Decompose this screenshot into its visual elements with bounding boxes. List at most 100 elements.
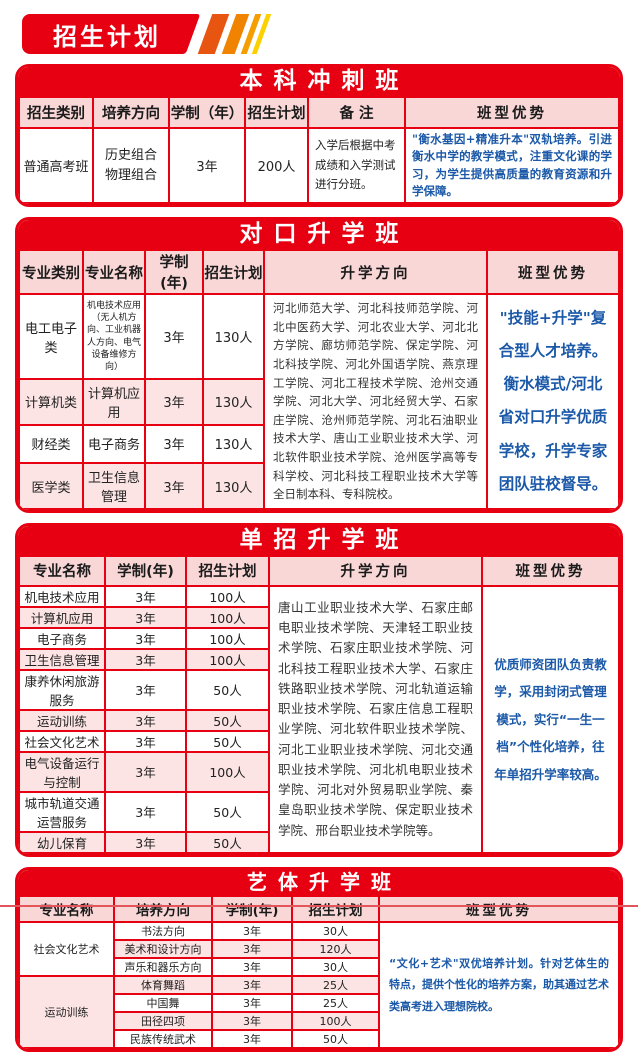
column-header: 班型优势 xyxy=(378,894,620,923)
cell-years: 3年 xyxy=(144,462,204,510)
cell-plan: 50人 xyxy=(185,668,270,711)
section-undergrad-sprint: 本科冲刺班 招生类别 培养方向 学制（年） 招生计划 备 注 班型优势 普通高考… xyxy=(15,64,623,207)
cell-category: 计算机类 xyxy=(18,378,84,426)
cell-major: 电气设备运行与控制 xyxy=(18,750,106,793)
section-title: 艺体升学班 xyxy=(18,869,620,895)
cell-plan: 30人 xyxy=(291,920,380,941)
cell-years: 3年 xyxy=(211,1028,293,1049)
table-row: 电工电子类 机电技术应用（无人机方向、工业机器人方向、电气设备维修方向） 3年 … xyxy=(18,292,620,510)
column-header: 招生计划 xyxy=(291,894,380,923)
cell-years: 3年 xyxy=(211,938,293,959)
cell-advantage: "衡水基因+精准升本"双轨培养。引进衡水中学的教学模式，注重文化课的学习，为学生… xyxy=(404,127,620,204)
header-row: 专业名称 学制(年) 招生计划 升学方向 班型优势 xyxy=(18,554,620,587)
cell-note: 入学后根据中考成绩和入学测试进行分班。 xyxy=(307,127,406,204)
section-title: 对口升学班 xyxy=(18,220,620,249)
table-row: 电气设备运行与控制 3年 100人 xyxy=(18,750,619,793)
table-row: 财经类 电子商务 3年 130人 xyxy=(18,423,619,465)
cell-major: 社会文化艺术 xyxy=(18,729,106,753)
column-header: 班型优势 xyxy=(481,554,620,587)
page-bottom-divider xyxy=(0,905,638,907)
header-row: 专业类别 专业名称 学制(年) 招生计划 升学方向 班型优势 xyxy=(18,249,620,295)
cell-years: 3年 xyxy=(104,647,187,671)
cell-years: 3年 xyxy=(104,790,187,833)
cell-major: 机电技术应用（无人机方向、工业机器人方向、电气设备维修方向） xyxy=(82,292,146,381)
cell-plan: 50人 xyxy=(185,830,270,854)
table-row: 普通高考班 历史组合 物理组合 3年 200人 入学后根据中考成绩和入学测试进行… xyxy=(18,127,620,204)
table-row: 康养休闲旅游服务 3年 50人 xyxy=(18,668,619,711)
section-title: 本科冲刺班 xyxy=(18,67,620,96)
column-header: 招生计划 xyxy=(244,96,309,129)
cell-years: 3年 xyxy=(104,584,187,608)
page-header: 招生计划 xyxy=(0,14,638,56)
cell-direction: 体育舞蹈 xyxy=(113,974,213,995)
table-row: 医学类 卫生信息管理 3年 130人 xyxy=(18,462,619,510)
cell-advantage: 优质师资团队负责教学，采用封闭式管理模式，实行“一生一档”个性化培养，往年单招升… xyxy=(481,584,620,854)
column-header: 学制(年) xyxy=(211,894,293,923)
cell-direction: 声乐和器乐方向 xyxy=(113,956,213,977)
section-yiti: 艺体升学班 专业名称 培养方向 学制(年) 招生计划 班型优势 社会文化艺术 书… xyxy=(15,866,623,1052)
cell-plan: 50人 xyxy=(185,708,270,732)
cell-plan: 50人 xyxy=(291,1028,380,1049)
yiti-table: 专业名称 培养方向 学制(年) 招生计划 班型优势 社会文化艺术 书法方向 3年… xyxy=(18,894,620,1049)
cell-years: 3年 xyxy=(211,956,293,977)
cell-direction: 历史组合 物理组合 xyxy=(92,127,170,204)
column-header: 专业类别 xyxy=(18,249,84,295)
column-header: 专业名称 xyxy=(18,554,106,587)
table-row: 社会文化艺术 书法方向 3年 30人 “文化+艺术"双优培养计划。针对艺体生的特… xyxy=(18,920,620,1049)
cell-years: 3年 xyxy=(104,708,187,732)
cell-major: 电子商务 xyxy=(82,423,146,465)
cell-major: 计算机应用 xyxy=(82,378,146,426)
table-row: 计算机应用 3年 100人 xyxy=(18,605,619,629)
cell-advantage: "技能+升学"复合型人才培养。衡水模式/河北省对口升学优质学校，升学专家团队驻校… xyxy=(486,293,620,510)
cell-years: 3年 xyxy=(168,127,246,204)
cell-plan: 130人 xyxy=(202,423,265,465)
cell-category: 普通高考班 xyxy=(18,127,94,204)
cell-plan: 50人 xyxy=(185,729,270,753)
column-header: 学制(年) xyxy=(104,554,187,587)
column-header: 招生计划 xyxy=(202,249,265,295)
cell-destinations: 河北师范大学、河北科技师范学院、河北中医药大学、河北农业大学、河北北方学院、廊坊… xyxy=(263,293,488,510)
column-header: 备 注 xyxy=(307,96,406,129)
enrollment-plan-page: { "banner": { "title": "招生计划" }, "colors… xyxy=(0,0,638,910)
cell-direction: 书法方向 xyxy=(113,920,213,941)
cell-category: 电工电子类 xyxy=(18,292,84,381)
cell-major: 康养休闲旅游服务 xyxy=(18,668,106,711)
cell-plan: 200人 xyxy=(244,127,309,204)
cell-major: 运动训练 xyxy=(18,708,106,732)
cell-years: 3年 xyxy=(144,292,204,381)
direction-line: 物理组合 xyxy=(104,167,157,183)
column-header: 学制(年) xyxy=(144,249,204,295)
duikou-table: 专业类别 专业名称 学制(年) 招生计划 升学方向 班型优势 电工电子类 机电技… xyxy=(18,249,620,510)
cell-plan: 100人 xyxy=(185,626,270,650)
cell-major: 电子商务 xyxy=(18,626,106,650)
cell-years: 3年 xyxy=(144,423,204,465)
title-banner-shape: 招生计划 xyxy=(22,14,180,54)
header-row: 专业名称 培养方向 学制(年) 招生计划 班型优势 xyxy=(18,894,620,923)
table-row: 卫生信息管理 3年 100人 xyxy=(18,647,619,671)
cell-plan: 25人 xyxy=(291,974,380,995)
cell-years: 3年 xyxy=(104,668,187,711)
danzhao-table: 专业名称 学制(年) 招生计划 升学方向 班型优势 机电技术应用 3年 100人… xyxy=(18,554,620,854)
table-row: 幼儿保育 3年 50人 xyxy=(18,830,619,854)
cell-years: 3年 xyxy=(104,605,187,629)
section-duikou: 对口升学班 专业类别 专业名称 学制(年) 招生计划 升学方向 班型优势 电工电… xyxy=(15,217,623,513)
cell-plan: 50人 xyxy=(185,790,270,833)
cell-plan: 30人 xyxy=(291,956,380,977)
table-row: 社会文化艺术 3年 50人 xyxy=(18,729,619,753)
cell-plan: 130人 xyxy=(202,378,265,426)
cell-major: 机电技术应用 xyxy=(18,584,106,608)
cell-category: 社会文化艺术 xyxy=(18,920,115,977)
cell-years: 3年 xyxy=(104,729,187,753)
undergrad-sprint-table: 招生类别 培养方向 学制（年） 招生计划 备 注 班型优势 普通高考班 历史组合… xyxy=(18,96,620,204)
page-title: 招生计划 xyxy=(53,22,161,51)
cell-category: 财经类 xyxy=(18,423,84,465)
cell-years: 3年 xyxy=(104,750,187,793)
table-row: 运动训练 3年 50人 xyxy=(18,708,619,732)
cell-years: 3年 xyxy=(211,992,293,1013)
cell-major: 幼儿保育 xyxy=(18,830,106,854)
cell-plan: 25人 xyxy=(291,992,380,1013)
table-row: 电子商务 3年 100人 xyxy=(18,626,619,650)
column-header: 培养方向 xyxy=(113,894,213,923)
column-header: 学制（年） xyxy=(168,96,246,129)
cell-years: 3年 xyxy=(211,1010,293,1031)
